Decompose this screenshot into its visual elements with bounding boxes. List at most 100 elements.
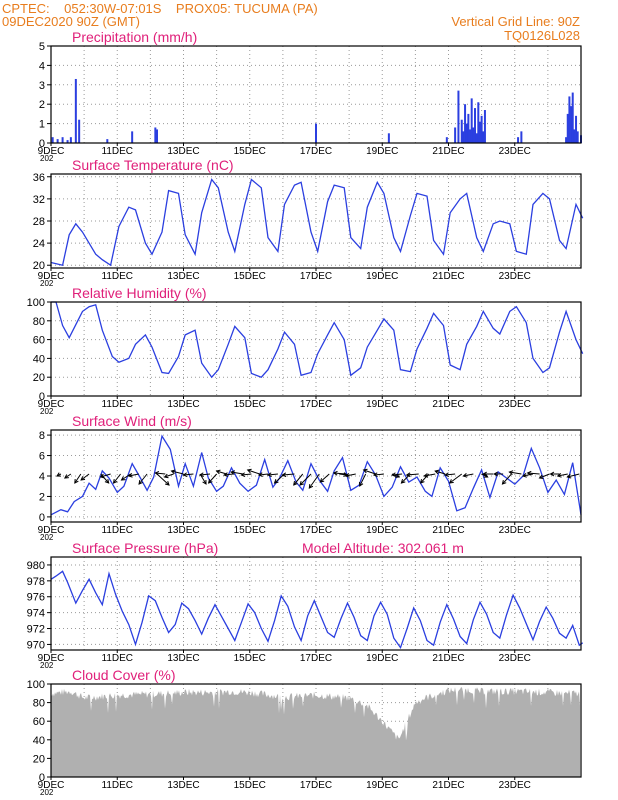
wind-arrow <box>359 473 367 487</box>
x-tick-label: 9DEC <box>38 271 65 282</box>
header-date-line: 09DEC2020 90Z (GMT) <box>2 14 140 29</box>
wind-arrow-head <box>501 479 507 485</box>
precipitation-bar <box>61 137 64 143</box>
precipitation-bar <box>570 106 573 143</box>
x-tick-label: 11DEC <box>102 780 134 791</box>
wind-arrow-head <box>120 476 126 481</box>
wind-arrow-head <box>549 471 555 477</box>
x-tick-label: 15DEC <box>234 525 266 536</box>
wind-arrow-head <box>163 473 169 479</box>
wind-arrow-head <box>308 483 314 489</box>
humidity-frame <box>50 301 582 397</box>
x-tick-label: 15DEC <box>234 780 266 791</box>
temperature-panel: 20 24 28 32 36 9DEC 11DEC 13DEC 15DEC 17DEC 19DEC 2… <box>33 157 584 288</box>
wind-arrow <box>557 473 568 477</box>
precipitation-bar <box>445 137 448 143</box>
precipitation-bar <box>517 137 520 143</box>
x-tick-label: 17DEC <box>300 525 332 536</box>
wind-arrow <box>64 473 72 479</box>
x-tick-label: 15DEC <box>234 653 266 664</box>
wind-arrow-head <box>299 481 305 486</box>
precipitation-bar <box>565 137 568 143</box>
precipitation-bar <box>576 131 579 143</box>
precipitation-bar <box>464 104 467 143</box>
precipitation-bar <box>520 131 523 143</box>
wind-arrow-head <box>419 478 425 484</box>
y-tick-label: 80 <box>33 698 45 710</box>
wind-arrow-head <box>127 473 133 478</box>
precipitation-bar <box>74 78 77 143</box>
y-tick-label: 20 <box>33 372 45 384</box>
y-tick-label: 2 <box>39 99 45 111</box>
wind-arrow <box>128 473 139 477</box>
year-label: 202 <box>40 407 54 416</box>
precipitation-bar <box>56 139 59 143</box>
precipitation-bar <box>571 92 574 143</box>
wind-arrow-head <box>215 469 221 475</box>
precipitation-bar <box>51 137 54 143</box>
wind-arrow <box>267 473 278 476</box>
precipitation-bar <box>575 115 578 143</box>
wind-arrow-head <box>273 479 279 484</box>
wind-arrow <box>333 472 346 475</box>
y-tick-label: 6 <box>39 451 45 463</box>
x-tick-label: 23DEC <box>499 146 531 157</box>
wind-arrow <box>449 473 463 484</box>
precipitation-bar <box>66 140 69 143</box>
wind-arrow <box>435 470 446 475</box>
x-tick-label: 11DEC <box>102 271 134 282</box>
wind-arrow <box>74 473 82 484</box>
x-tick-label: 13DEC <box>167 399 199 410</box>
precipitation-bar <box>454 127 457 143</box>
wind-arrow-head <box>508 470 514 475</box>
wind-arrow <box>138 473 148 485</box>
x-tick-label: 13DEC <box>167 525 199 536</box>
y-tick-label: 20 <box>33 260 45 272</box>
wind-arrow <box>509 471 522 475</box>
pressure-line <box>50 570 584 650</box>
x-tick-label: 13DEC <box>167 146 199 157</box>
wind-arrow-head <box>444 472 450 478</box>
precipitation-bar <box>315 123 317 143</box>
precipitation-bar <box>462 131 465 143</box>
y-tick-label: 36 <box>33 172 45 184</box>
x-tick-label: 11DEC <box>102 525 134 536</box>
x-tick-label: 13DEC <box>167 271 199 282</box>
humidity-title: Relative Humidity (%) <box>72 285 207 301</box>
x-tick-label: 11DEC <box>102 653 134 664</box>
wind-arrow-head <box>482 471 487 477</box>
y-tick-label: 28 <box>33 216 45 228</box>
wind-arrow-head <box>538 474 544 479</box>
wind-arrow-head <box>493 471 498 477</box>
x-tick-label: 23DEC <box>499 653 531 664</box>
wind-arrow <box>567 473 580 478</box>
y-tick-label: 980 <box>27 560 45 572</box>
y-tick-label: 60 <box>33 716 45 728</box>
wind-arrow-head <box>112 478 118 484</box>
header-model-code: TQ0126L028 <box>504 28 580 43</box>
wind-line <box>50 434 582 516</box>
x-tick-label: 9DEC <box>38 146 65 157</box>
y-tick-label: 80 <box>33 316 45 328</box>
wind-arrow-head <box>104 478 110 484</box>
precipitation-bar <box>69 137 72 143</box>
y-tick-label: 100 <box>27 679 45 691</box>
y-tick-label: 972 <box>27 624 45 636</box>
wind-arrow <box>392 473 403 476</box>
humidity-line <box>51 301 584 379</box>
wind-arrow-head <box>257 472 263 477</box>
x-tick-label: 21DEC <box>432 271 464 282</box>
wind-arrow-head <box>293 480 298 486</box>
x-tick-label: 19DEC <box>366 780 398 791</box>
x-tick-label: 17DEC <box>300 271 332 282</box>
wind-arrow-head <box>223 472 229 477</box>
wind-arrow-head <box>462 473 468 478</box>
wind-arrow <box>282 473 295 476</box>
x-tick-label: 17DEC <box>300 146 332 157</box>
x-tick-label: 11DEC <box>102 146 134 157</box>
y-tick-label: 60 <box>33 335 45 347</box>
x-tick-label: 19DEC <box>366 146 398 157</box>
wind-arrow <box>224 473 234 476</box>
wind-arrow-head <box>164 481 170 486</box>
x-tick-label: 13DEC <box>167 780 199 791</box>
